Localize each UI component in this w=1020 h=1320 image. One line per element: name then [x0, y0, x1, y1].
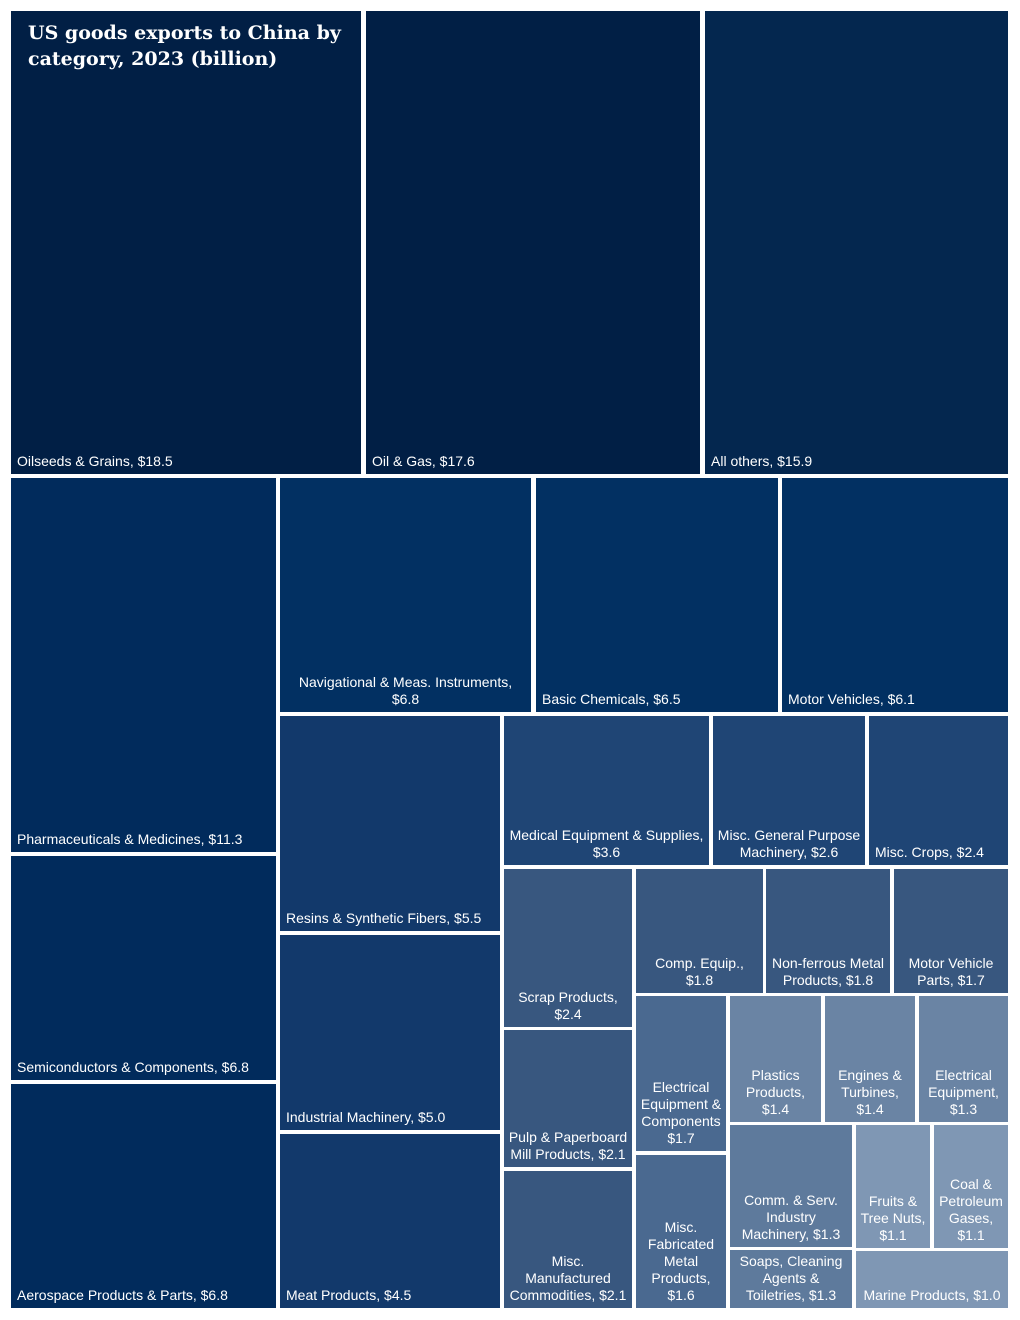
tile-label: Aerospace Products & Parts, $6.8 — [17, 1287, 228, 1303]
treemap-tile-misc-crops: Misc. Crops, $2.4 — [869, 716, 1008, 865]
tile-label: Electrical Equipment & Components $1.7 — [640, 1079, 722, 1146]
treemap-tile-motor-vehicle-parts: Motor Vehicle Parts, $1.7 — [894, 869, 1008, 993]
treemap-tile-plastics-products: Plastics Products, $1.4 — [730, 996, 821, 1122]
tile-label: Scrap Products, $2.4 — [518, 989, 618, 1022]
tile-label: Comm. & Serv. Industry Machinery, $1.3 — [741, 1192, 841, 1242]
treemap-tile-all-others: All others, $15.9 — [705, 11, 1008, 474]
treemap-tile-comp-equip: Comp. Equip., $1.8 — [636, 869, 763, 993]
treemap-tile-semiconductors-and-components: Semiconductors & Components, $6.8 — [11, 856, 276, 1080]
treemap-tile-meat-products: Meat Products, $4.5 — [280, 1134, 500, 1308]
treemap-tile-non-ferrous-metal-products: Non-ferrous Metal Products, $1.8 — [766, 869, 890, 993]
tile-label: Fruits & Tree Nuts, $1.1 — [860, 1193, 926, 1243]
tile-label: Electrical Equipment, $1.3 — [928, 1067, 999, 1117]
tile-label: Misc. General Purpose Machinery, $2.6 — [717, 827, 861, 860]
treemap-tile-comm-and-serv-industry-machinery: Comm. & Serv. Industry Machinery, $1.3 — [730, 1125, 852, 1247]
treemap-tile-marine-products: Marine Products, $1.0 — [856, 1251, 1008, 1308]
tile-label: Semiconductors & Components, $6.8 — [17, 1059, 249, 1075]
tile-label: Non-ferrous Metal Products, $1.8 — [771, 955, 885, 988]
tile-label: Industrial Machinery, $5.0 — [286, 1109, 446, 1125]
treemap-tile-oil-and-gas: Oil & Gas, $17.6 — [366, 11, 700, 474]
tile-label: Medical Equipment & Supplies, $3.6 — [509, 827, 704, 860]
treemap-tile-aerospace-products-and-parts: Aerospace Products & Parts, $6.8 — [11, 1084, 276, 1308]
tile-label: Misc. Fabricated Metal Products, $1.6 — [647, 1219, 715, 1303]
tile-label: Oil & Gas, $17.6 — [372, 453, 475, 469]
tile-label: Resins & Synthetic Fibers, $5.5 — [286, 910, 482, 926]
treemap-tile-scrap-products: Scrap Products, $2.4 — [504, 869, 632, 1027]
chart-title: US goods exports to China by category, 2… — [28, 22, 341, 70]
tile-label: Motor Vehicle Parts, $1.7 — [908, 955, 994, 988]
treemap-tile-soaps-cleaning-agents-and-toiletries: Soaps, Cleaning Agents & Toiletries, $1.… — [730, 1250, 852, 1308]
tile-label: Basic Chemicals, $6.5 — [542, 691, 681, 707]
tile-label: Engines & Turbines, $1.4 — [838, 1067, 902, 1117]
tile-label: Meat Products, $4.5 — [286, 1287, 412, 1303]
treemap-tile-oilseeds-and-grains: Oilseeds & Grains, $18.5 — [11, 11, 361, 474]
treemap-tile-misc-general-purpose-machinery: Misc. General Purpose Machinery, $2.6 — [713, 716, 865, 865]
treemap-tile-basic-chemicals: Basic Chemicals, $6.5 — [536, 478, 778, 712]
treemap-tile-electrical-equipment-and-components: Electrical Equipment & Components $1.7 — [636, 996, 726, 1151]
tile-label: Misc. Manufactured Commodities, $2.1 — [509, 1253, 627, 1303]
tile-label: Plastics Products, $1.4 — [745, 1067, 806, 1117]
tile-label: Misc. Crops, $2.4 — [875, 844, 984, 860]
treemap-tile-coal-and-petroleum-gases: Coal & Petroleum Gases, $1.1 — [934, 1125, 1008, 1248]
tile-label: Pharmaceuticals & Medicines, $11.3 — [17, 831, 243, 847]
tile-label: All others, $15.9 — [711, 453, 813, 469]
tile-label: Comp. Equip., $1.8 — [655, 955, 744, 988]
treemap-tile-engines-and-turbines: Engines & Turbines, $1.4 — [825, 996, 915, 1122]
tile-label: Navigational & Meas. Instruments, $6.8 — [298, 674, 513, 707]
tile-label: Motor Vehicles, $6.1 — [788, 691, 915, 707]
treemap-tile-misc-manufactured-commodities: Misc. Manufactured Commodities, $2.1 — [504, 1171, 632, 1308]
treemap-tile-fruits-and-tree-nuts: Fruits & Tree Nuts, $1.1 — [856, 1125, 930, 1248]
treemap-tile-electrical-equipment: Electrical Equipment, $1.3 — [919, 996, 1008, 1122]
treemap-tile-misc-fabricated-metal-products: Misc. Fabricated Metal Products, $1.6 — [636, 1155, 726, 1308]
tile-label: Coal & Petroleum Gases, $1.1 — [939, 1176, 1003, 1243]
treemap-tile-motor-vehicles: Motor Vehicles, $6.1 — [782, 478, 1008, 712]
treemap-tile-resins-and-synthetic-fibers: Resins & Synthetic Fibers, $5.5 — [280, 716, 500, 931]
tile-label: Soaps, Cleaning Agents & Toiletries, $1.… — [739, 1253, 843, 1303]
tile-label: Marine Products, $1.0 — [863, 1287, 1001, 1303]
treemap-tile-navigational-and-meas-instruments: Navigational & Meas. Instruments, $6.8 — [280, 478, 531, 712]
tile-label: Pulp & Paperboard Mill Products, $2.1 — [508, 1129, 628, 1162]
tile-label: Oilseeds & Grains, $18.5 — [17, 453, 173, 469]
treemap-tile-pulp-and-paperboard-mill-products: Pulp & Paperboard Mill Products, $2.1 — [504, 1030, 632, 1167]
treemap-tile-medical-equipment-and-supplies: Medical Equipment & Supplies, $3.6 — [504, 716, 709, 865]
treemap-tile-pharmaceuticals-and-medicines: Pharmaceuticals & Medicines, $11.3 — [11, 478, 276, 852]
treemap-tile-industrial-machinery: Industrial Machinery, $5.0 — [280, 935, 500, 1130]
